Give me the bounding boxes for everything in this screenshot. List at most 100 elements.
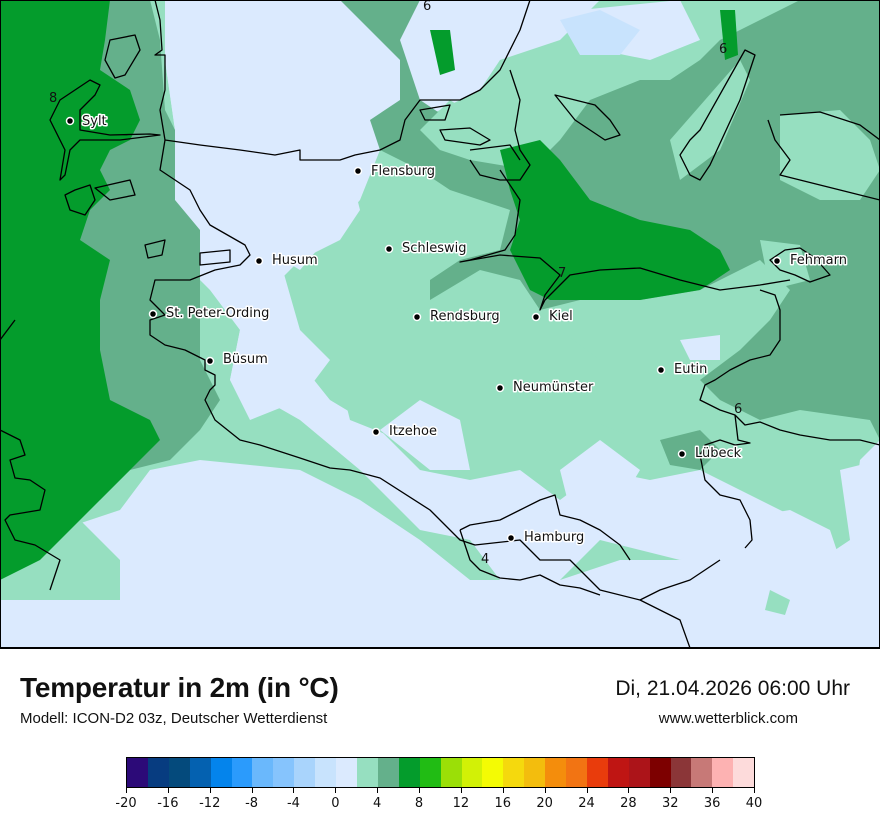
city-dot-icon	[495, 383, 505, 393]
city-label: Büsum	[223, 352, 268, 367]
colorbar-bin	[628, 758, 650, 787]
city-eutin[interactable]: Eutin	[656, 361, 709, 379]
city-hamburg[interactable]: Hamburg	[506, 529, 586, 547]
city-dot-icon	[205, 356, 215, 366]
colorbar-tick	[209, 788, 211, 793]
colorbar-bin	[168, 758, 190, 787]
city-label: Itzehoe	[389, 424, 437, 439]
colorbar-bin	[691, 758, 713, 787]
colorbar-bin	[586, 758, 608, 787]
model-source: Modell: ICON-D2 03z, Deutscher Wetterdie…	[20, 710, 328, 727]
city-dot-icon	[506, 533, 516, 543]
city-label: Schleswig	[402, 241, 467, 256]
colorbar-tick	[628, 788, 630, 793]
colorbar-tick-label: -12	[199, 796, 221, 811]
colorbar-bin	[231, 758, 253, 787]
city-label: Fehmarn	[790, 253, 847, 268]
city-flensburg[interactable]: Flensburg	[353, 163, 436, 181]
city-luebeck[interactable]: Lübeck	[677, 445, 743, 463]
city-dot-icon	[656, 365, 666, 375]
colorbar-bin	[733, 758, 755, 787]
colorbar-tick-label: 20	[536, 796, 553, 811]
city-dot-icon	[531, 312, 541, 322]
colorbar-tick	[586, 788, 588, 793]
colorbar-bin	[252, 758, 274, 787]
city-dot-icon	[148, 309, 158, 319]
colorbar-bin	[315, 758, 337, 787]
city-label: Lübeck	[695, 446, 742, 461]
city-dot-icon	[371, 427, 381, 437]
city-dot-icon	[65, 116, 75, 126]
colorbar-tick	[754, 788, 755, 793]
colorbar-bin	[147, 758, 169, 787]
city-label: Eutin	[674, 362, 707, 377]
colorbar-bin	[377, 758, 399, 787]
contour-label: 6	[423, 0, 431, 14]
city-itzehoe[interactable]: Itzehoe	[371, 423, 438, 441]
colorbar-tick	[377, 788, 379, 793]
colorbar-tick-label: -8	[245, 796, 259, 811]
colorbar-tick	[126, 788, 127, 793]
colorbar-bin	[189, 758, 211, 787]
city-rendsburg[interactable]: Rendsburg	[412, 308, 501, 326]
city-label: Neumünster	[513, 380, 594, 395]
colorbar-bin	[356, 758, 378, 787]
city-label: Flensburg	[371, 164, 435, 179]
contour-label: 7	[558, 266, 566, 281]
colorbar-bin	[336, 758, 357, 787]
colorbar-tick-label: 16	[494, 796, 512, 811]
city-label: Kiel	[549, 309, 573, 324]
colorbar-tick-label: 4	[373, 796, 382, 811]
colorbar-tick	[293, 788, 295, 793]
city-buesum[interactable]: Büsum	[205, 351, 269, 369]
map-canvas: 8 6 6 7 6 4 Sylt Flensburg Schleswig Hus…	[0, 0, 880, 648]
colorbar-tick	[335, 788, 337, 793]
colorbar-bin	[440, 758, 462, 787]
colorbar-tick	[251, 788, 253, 793]
colorbar-bin	[294, 758, 316, 787]
city-husum[interactable]: Husum	[254, 252, 319, 270]
colorbar-bin	[273, 758, 295, 787]
city-neumuenster[interactable]: Neumünster	[495, 379, 595, 397]
colorbar-bin	[670, 758, 692, 787]
website-link[interactable]: www.wetterblick.com	[658, 710, 798, 727]
contour-label: 6	[734, 402, 742, 417]
city-dot-icon	[254, 256, 264, 266]
city-fehmarn[interactable]: Fehmarn	[772, 252, 849, 270]
city-schleswig[interactable]: Schleswig	[384, 240, 468, 258]
colorbar-tick	[544, 788, 546, 793]
colorbar-tick-label: 32	[661, 796, 679, 811]
colorbar-tick-label: 24	[578, 796, 595, 811]
colorbar-ticks: -20 -16 -12 -8 -4 0 4 8 12 16 20 24 28 32 36 40	[115, 788, 762, 818]
contour-label: 6	[719, 42, 727, 57]
colorbar-bin	[545, 758, 567, 787]
colorbar-bin	[607, 758, 629, 787]
colorbar-bin	[127, 758, 148, 787]
colorbar-bin	[524, 758, 546, 787]
colorbar-bin	[503, 758, 525, 787]
colorbar-tick	[419, 788, 421, 793]
colorbar-tick	[670, 788, 672, 793]
colorbar-bin	[566, 758, 587, 787]
colorbar-tick-label: -20	[115, 796, 137, 811]
city-dot-icon	[353, 166, 363, 176]
temperature-map: 8 6 6 7 6 4 Sylt Flensburg Schleswig Hus…	[0, 0, 880, 649]
colorbar-tick-label: 36	[703, 796, 721, 811]
city-sylt[interactable]: Sylt	[65, 113, 108, 131]
colorbar-tick-label: -16	[157, 796, 179, 811]
city-label: Rendsburg	[430, 309, 500, 324]
temperature-colorbar	[126, 757, 755, 788]
colorbar-tick-label: 8	[414, 796, 424, 811]
colorbar-tick-label: 12	[452, 796, 470, 811]
city-dot-icon	[384, 244, 394, 254]
city-label: Husum	[272, 253, 318, 268]
city-st-peter-ording[interactable]: St. Peter-Ording	[148, 305, 271, 323]
contour-labels: 8 6 6 7 6 4	[49, 0, 742, 567]
city-label: Hamburg	[524, 530, 584, 545]
city-label: Sylt	[82, 114, 107, 129]
city-label: St. Peter-Ording	[166, 306, 269, 321]
city-kiel[interactable]: Kiel	[531, 308, 574, 326]
colorbar-bin	[210, 758, 232, 787]
colorbar-tick-label: -4	[286, 796, 300, 811]
map-title: Temperatur in 2m (in °C)	[20, 672, 339, 703]
